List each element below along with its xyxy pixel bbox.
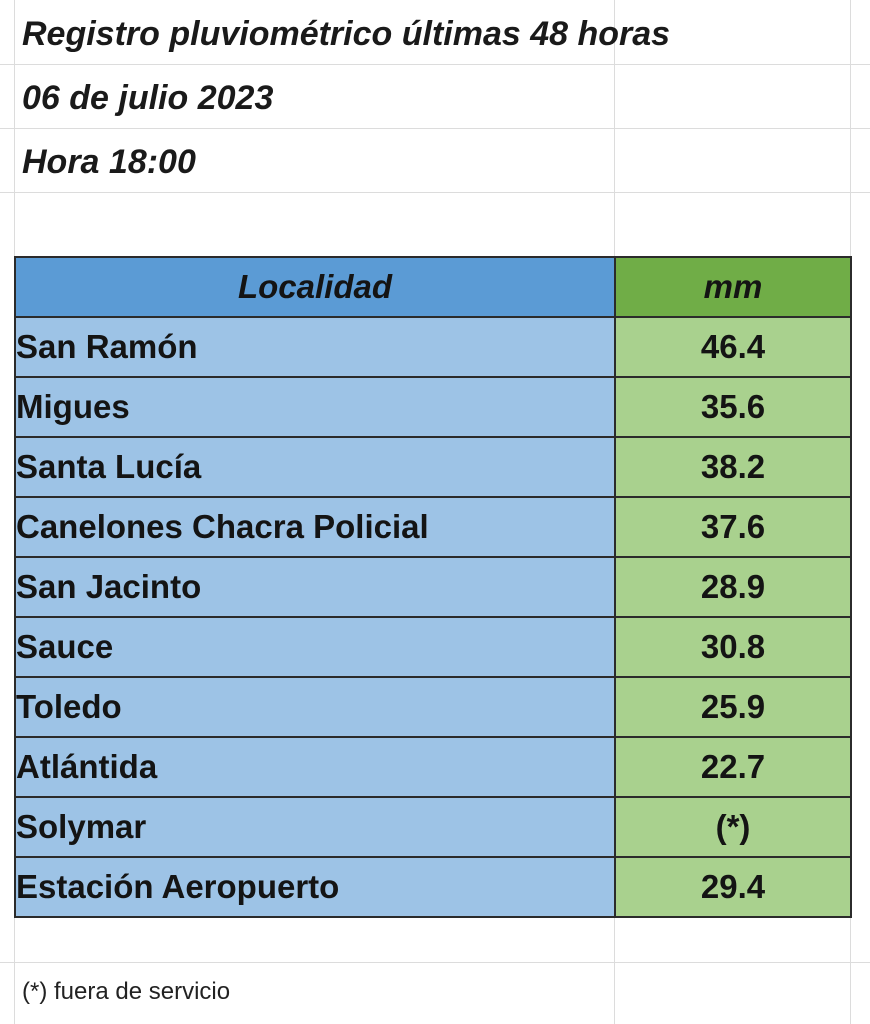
- rainfall-mm-cell[interactable]: 25.9: [614, 676, 852, 738]
- grid-row-line: [0, 962, 870, 963]
- table-row: Solymar (*): [14, 796, 852, 858]
- column-header-localidad[interactable]: Localidad: [14, 256, 616, 318]
- table-row: Migues 35.6: [14, 376, 852, 438]
- locality-cell[interactable]: Canelones Chacra Policial: [14, 496, 616, 558]
- locality-cell[interactable]: Sauce: [14, 616, 616, 678]
- grid-row-line: [0, 192, 870, 193]
- grid-row-line: [0, 128, 870, 129]
- rainfall-mm-cell[interactable]: 46.4: [614, 316, 852, 378]
- rainfall-mm-cell[interactable]: 28.9: [614, 556, 852, 618]
- table-row: Canelones Chacra Policial 37.6: [14, 496, 852, 558]
- rainfall-mm-cell[interactable]: 35.6: [614, 376, 852, 438]
- table-row: Atlántida 22.7: [14, 736, 852, 798]
- footnote-out-of-service[interactable]: (*) fuera de servicio: [22, 978, 231, 1005]
- report-time[interactable]: Hora 18:00: [22, 143, 196, 181]
- locality-cell[interactable]: Migues: [14, 376, 616, 438]
- grid-row-line: [0, 64, 870, 65]
- locality-cell[interactable]: Santa Lucía: [14, 436, 616, 498]
- rainfall-mm-cell[interactable]: 38.2: [614, 436, 852, 498]
- rainfall-mm-cell[interactable]: 22.7: [614, 736, 852, 798]
- locality-cell[interactable]: San Ramón: [14, 316, 616, 378]
- rainfall-table: Localidad mm San Ramón 46.4 Migues 35.6 …: [14, 256, 852, 918]
- column-header-mm[interactable]: mm: [614, 256, 852, 318]
- rainfall-mm-cell[interactable]: 30.8: [614, 616, 852, 678]
- locality-cell[interactable]: San Jacinto: [14, 556, 616, 618]
- rainfall-mm-cell[interactable]: 37.6: [614, 496, 852, 558]
- table-row: Sauce 30.8: [14, 616, 852, 678]
- locality-cell[interactable]: Atlántida: [14, 736, 616, 798]
- rainfall-mm-cell[interactable]: 29.4: [614, 856, 852, 918]
- table-row: Santa Lucía 38.2: [14, 436, 852, 498]
- table-row: Estación Aeropuerto 29.4: [14, 856, 852, 918]
- table-row: San Jacinto 28.9: [14, 556, 852, 618]
- table-row: Toledo 25.9: [14, 676, 852, 738]
- locality-cell[interactable]: Estación Aeropuerto: [14, 856, 616, 918]
- locality-cell[interactable]: Toledo: [14, 676, 616, 738]
- rainfall-mm-cell[interactable]: (*): [614, 796, 852, 858]
- table-row: San Ramón 46.4: [14, 316, 852, 378]
- report-date[interactable]: 06 de julio 2023: [22, 79, 274, 117]
- locality-cell[interactable]: Solymar: [14, 796, 616, 858]
- report-title[interactable]: Registro pluviométrico últimas 48 horas: [22, 15, 671, 53]
- table-header-row: Localidad mm: [14, 256, 852, 318]
